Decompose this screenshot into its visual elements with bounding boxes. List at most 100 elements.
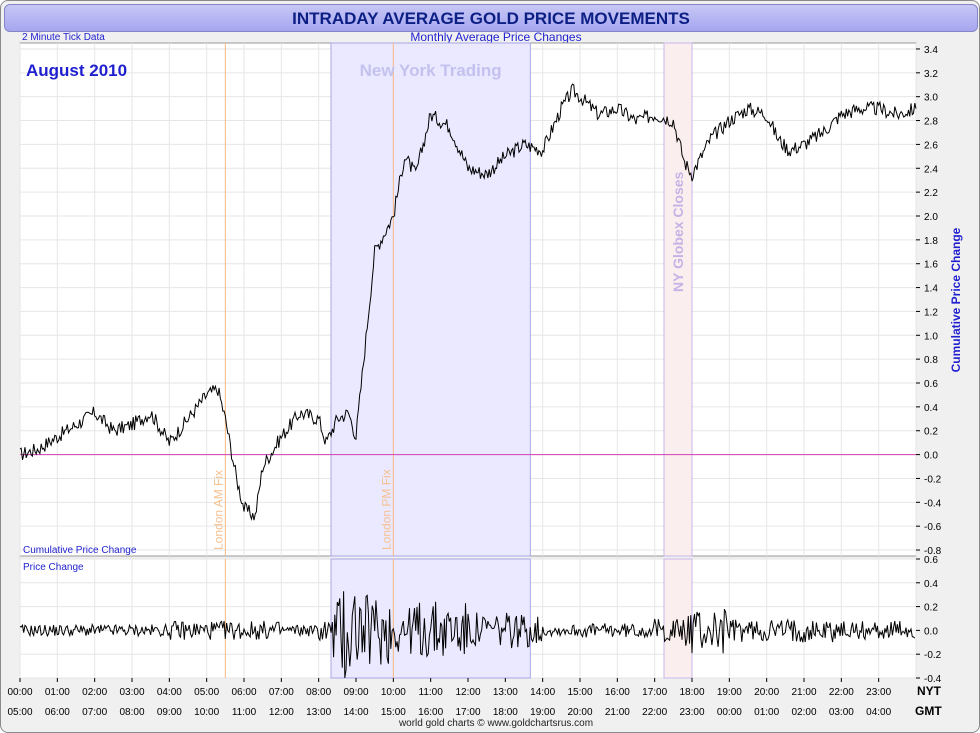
lower-panel-label: Price Change: [23, 562, 84, 573]
x-tick-label-nyt: 05:00: [194, 687, 219, 698]
y-tick-label: 3.2: [924, 69, 938, 80]
ny-trading-band: [330, 42, 531, 557]
nyt-label: NYT: [917, 684, 942, 698]
y-tick-label: -0.4: [924, 674, 942, 685]
x-tick-label-nyt: 12:00: [455, 687, 480, 698]
y-tick-label: 1.2: [924, 307, 938, 318]
x-tick-label-nyt: 20:00: [754, 687, 779, 698]
y-tick-label: 1.8: [924, 236, 938, 247]
title-bar: INTRADAY AVERAGE GOLD PRICE MOVEMENTS: [4, 4, 978, 32]
y-tick-label: -0.6: [924, 522, 942, 533]
y-tick-label: 2.2: [924, 188, 938, 199]
x-tick-label-gmt: 06:00: [45, 707, 70, 718]
x-tick-label-nyt: 03:00: [119, 687, 144, 698]
x-tick-label-gmt: 01:00: [754, 707, 779, 718]
x-tick-label-nyt: 07:00: [269, 687, 294, 698]
y-tick-label: 0.2: [924, 603, 938, 614]
x-tick-label-nyt: 22:00: [829, 687, 854, 698]
x-tick-label-gmt: 15:00: [381, 707, 406, 718]
london-pm-fix-label: London PM Fix: [379, 469, 393, 550]
x-tick-label-gmt: 05:00: [7, 707, 32, 718]
globex-close-label: NY Globex Closes: [670, 171, 686, 292]
x-tick-label-gmt: 11:00: [232, 707, 257, 718]
x-tick-label-gmt: 17:00: [455, 707, 480, 718]
x-tick-label-gmt: 19:00: [530, 707, 555, 718]
y-tick-label: 0.6: [924, 555, 938, 566]
x-tick-label-gmt: 00:00: [717, 707, 742, 718]
x-tick-label-nyt: 23:00: [866, 687, 891, 698]
gmt-label: GMT: [915, 704, 942, 718]
x-tick-label-nyt: 06:00: [231, 687, 256, 698]
y-tick-label: 1.0: [924, 331, 938, 342]
y-tick-label: 1.6: [924, 260, 938, 271]
ny-trading-label: New York Trading: [360, 61, 502, 80]
y-tick-label: 1.4: [924, 284, 938, 295]
x-tick-label-gmt: 08:00: [119, 707, 144, 718]
x-tick-label-nyt: 01:00: [45, 687, 70, 698]
x-tick-label-nyt: 17:00: [642, 687, 667, 698]
chart-subtitle: Monthly Average Price Changes: [410, 30, 581, 44]
x-tick-label-gmt: 14:00: [343, 707, 368, 718]
y-tick-label: 0.0: [924, 451, 938, 462]
tick-data-note: 2 Minute Tick Data: [22, 32, 105, 43]
x-tick-label-gmt: 02:00: [791, 707, 816, 718]
x-tick-label-gmt: 21:00: [605, 707, 630, 718]
y-tick-label: 0.8: [924, 355, 938, 366]
upper-panel-label: Cumulative Price Change: [23, 545, 137, 556]
y-tick-label: -0.8: [924, 546, 942, 557]
x-tick-label-nyt: 10:00: [381, 687, 406, 698]
y-tick-label: -0.2: [924, 650, 942, 661]
y-tick-label: 2.8: [924, 117, 938, 128]
x-tick-label-nyt: 21:00: [791, 687, 816, 698]
nyt-x-axis: 00:00 01:00 02:00 03:00 04:00 05:00 06:00 07:00…: [7, 678, 892, 698]
x-tick-label-gmt: 09:00: [157, 707, 182, 718]
x-tick-label-gmt: 20:00: [567, 707, 592, 718]
x-tick-label-nyt: 15:00: [567, 687, 592, 698]
y-tick-label: 0.6: [924, 379, 938, 390]
globex-close-band: [663, 42, 693, 557]
x-tick-label-gmt: 13:00: [306, 707, 331, 718]
y-tick-label: 0.0: [924, 626, 938, 637]
x-tick-label-nyt: 19:00: [717, 687, 742, 698]
x-tick-label-gmt: 03:00: [829, 707, 854, 718]
cumulative-price-series: [19, 83, 917, 522]
globex-close-band-lower: [663, 558, 693, 679]
x-tick-label-nyt: 16:00: [605, 687, 630, 698]
x-tick-label-gmt: 23:00: [679, 707, 704, 718]
footer-credit: world gold charts © www.goldchartsrus.co…: [398, 718, 593, 729]
x-tick-label-gmt: 16:00: [418, 707, 443, 718]
x-tick-label-nyt: 13:00: [493, 687, 518, 698]
x-tick-label-gmt: 18:00: [493, 707, 518, 718]
upper-y-axis: -0.8 -0.6 -0.4 -0.2 0.0 0.2 0.4 0.6 0.8 1.0 1.2 1.4…: [916, 45, 942, 557]
chart-title: INTRADAY AVERAGE GOLD PRICE MOVEMENTS: [292, 9, 690, 28]
x-tick-label-nyt: 00:00: [7, 687, 32, 698]
x-tick-label-gmt: 07:00: [82, 707, 107, 718]
month-label: August 2010: [26, 61, 127, 80]
y-tick-label: 0.4: [924, 579, 938, 590]
x-tick-label-nyt: 02:00: [82, 687, 107, 698]
y-tick-label: -0.2: [924, 474, 942, 485]
gmt-x-axis: 05:00 06:00 07:00 08:00 09:00 10:00 11:00 12:00…: [7, 707, 891, 718]
x-tick-label-gmt: 10:00: [194, 707, 219, 718]
y-tick-label: 3.4: [924, 45, 938, 56]
x-tick-label-nyt: 09:00: [343, 687, 368, 698]
x-tick-label-gmt: 04:00: [866, 707, 891, 718]
x-tick-label-nyt: 18:00: [679, 687, 704, 698]
right-axis-title: Cumulative Price Change: [949, 227, 963, 372]
y-tick-label: 2.0: [924, 212, 938, 223]
price-change-series: [19, 591, 916, 678]
x-tick-label-nyt: 08:00: [306, 687, 331, 698]
x-tick-label-nyt: 14:00: [530, 687, 555, 698]
y-tick-label: 0.2: [924, 427, 938, 438]
y-tick-label: 2.4: [924, 164, 938, 175]
y-tick-label: 3.0: [924, 93, 938, 104]
x-tick-label-gmt: 12:00: [269, 707, 294, 718]
lower-y-axis: -0.4 -0.2 0.0 0.2 0.4 0.6: [916, 555, 942, 685]
y-tick-label: 0.4: [924, 403, 938, 414]
x-tick-label-nyt: 04:00: [157, 687, 182, 698]
y-tick-label: -0.4: [924, 498, 942, 509]
x-tick-label-gmt: 22:00: [642, 707, 667, 718]
london-am-fix-label: London AM Fix: [211, 470, 225, 550]
x-tick-label-nyt: 11:00: [419, 687, 444, 698]
